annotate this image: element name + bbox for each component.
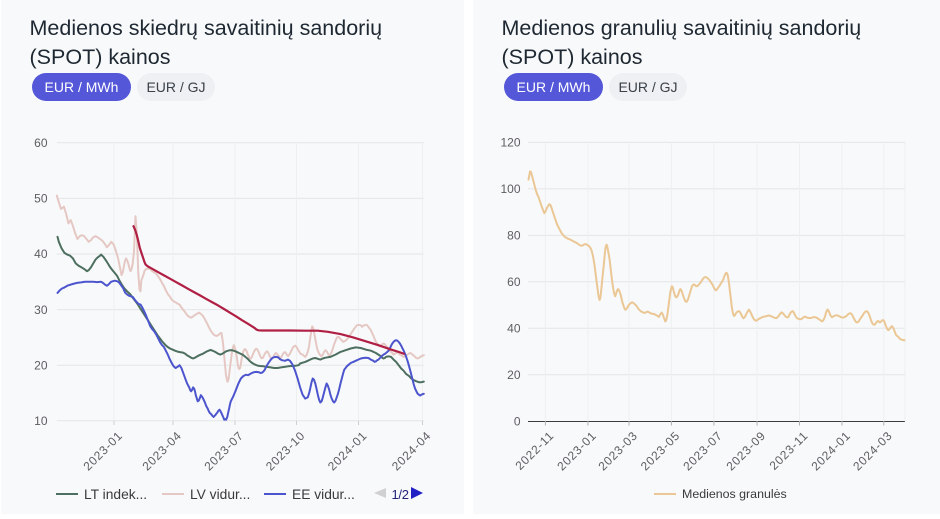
svg-text:2024-04: 2024-04: [389, 428, 434, 473]
svg-text:2023-01: 2023-01: [554, 428, 599, 473]
svg-text:0: 0: [514, 415, 521, 429]
svg-text:2023-07: 2023-07: [680, 428, 725, 473]
svg-text:20: 20: [507, 368, 521, 382]
svg-text:50: 50: [34, 192, 48, 206]
svg-text:60: 60: [34, 136, 48, 150]
svg-text:30: 30: [34, 303, 48, 317]
svg-text:80: 80: [507, 229, 521, 243]
svg-text:2024-03: 2024-03: [850, 428, 895, 473]
svg-text:2023-03: 2023-03: [595, 428, 640, 473]
svg-text:10: 10: [34, 414, 48, 428]
svg-text:2023-11: 2023-11: [767, 428, 811, 472]
svg-text:2023-04: 2023-04: [139, 428, 184, 473]
svg-text:120: 120: [500, 136, 520, 150]
svg-text:20: 20: [34, 358, 48, 372]
svg-text:2023-01: 2023-01: [80, 428, 125, 473]
svg-text:2023-09: 2023-09: [724, 428, 769, 473]
svg-text:2023-07: 2023-07: [201, 428, 246, 473]
svg-text:40: 40: [34, 247, 48, 261]
svg-text:100: 100: [500, 182, 520, 196]
svg-text:2023-10: 2023-10: [263, 428, 308, 473]
svg-text:40: 40: [507, 322, 521, 336]
svg-text:2022-11: 2022-11: [512, 428, 556, 472]
svg-text:60: 60: [507, 275, 521, 289]
svg-text:2023-05: 2023-05: [638, 428, 683, 473]
svg-text:2024-01: 2024-01: [325, 428, 370, 473]
svg-text:2024-01: 2024-01: [808, 428, 853, 473]
